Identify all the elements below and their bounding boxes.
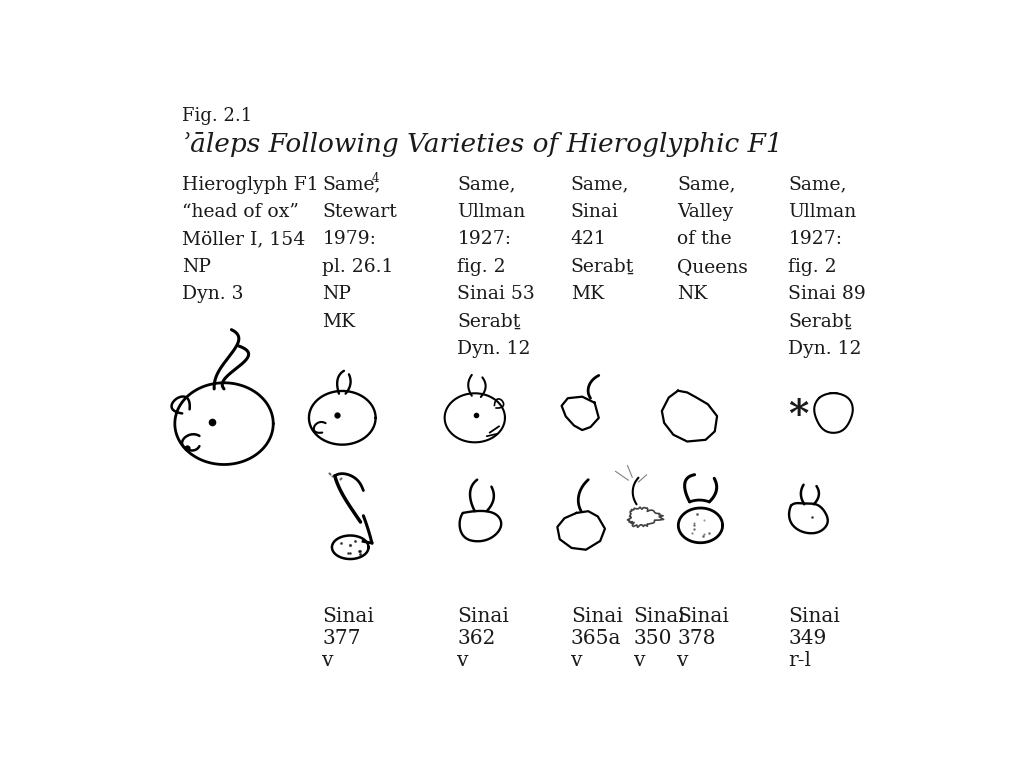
Text: v: v <box>458 650 469 669</box>
Text: Möller I, 154: Möller I, 154 <box>182 230 305 249</box>
Text: Sinai: Sinai <box>570 203 618 221</box>
Text: 378: 378 <box>677 629 716 648</box>
Text: Same,: Same, <box>458 176 516 193</box>
Text: Same,: Same, <box>677 176 735 193</box>
Text: v: v <box>323 650 334 669</box>
Text: NP: NP <box>182 258 211 276</box>
Text: NP: NP <box>323 285 351 303</box>
Text: Serabṯ: Serabṯ <box>788 313 852 330</box>
Text: r-l: r-l <box>788 650 811 669</box>
Text: fig. 2: fig. 2 <box>458 258 506 276</box>
Text: Sinai 53: Sinai 53 <box>458 285 536 303</box>
Text: Sinai: Sinai <box>570 607 623 627</box>
Text: 421: 421 <box>570 230 606 249</box>
Text: 377: 377 <box>323 629 360 648</box>
Text: Sinai: Sinai <box>677 607 729 627</box>
Text: of the: of the <box>677 230 732 249</box>
Text: pl. 26.1: pl. 26.1 <box>323 258 394 276</box>
Text: 349: 349 <box>788 629 826 648</box>
Text: Hieroglyph F1: Hieroglyph F1 <box>182 176 318 193</box>
Text: Stewart: Stewart <box>323 203 397 221</box>
Text: v: v <box>570 650 583 669</box>
Text: Dyn. 12: Dyn. 12 <box>788 340 862 359</box>
Text: 1927:: 1927: <box>458 230 511 249</box>
Text: ʾāleps Following Varieties of Hieroglyphic F1: ʾāleps Following Varieties of Hieroglyph… <box>182 132 782 157</box>
Text: 362: 362 <box>458 629 496 648</box>
Text: 1979:: 1979: <box>323 230 376 249</box>
Text: *: * <box>788 397 809 435</box>
Text: Sinai 89: Sinai 89 <box>788 285 866 303</box>
Text: NK: NK <box>677 285 708 303</box>
Text: 350: 350 <box>634 629 672 648</box>
Text: “head of ox”: “head of ox” <box>182 203 299 221</box>
Text: MK: MK <box>570 285 604 303</box>
Text: Serabṯ: Serabṯ <box>458 313 521 330</box>
Text: Ullman: Ullman <box>458 203 525 221</box>
Text: Same,: Same, <box>570 176 630 193</box>
Text: MK: MK <box>323 313 355 330</box>
Text: v: v <box>677 650 689 669</box>
Text: Dyn. 3: Dyn. 3 <box>182 285 244 303</box>
Text: Queens: Queens <box>677 258 749 276</box>
Text: Serabṯ: Serabṯ <box>570 258 634 276</box>
Text: fig. 2: fig. 2 <box>788 258 837 276</box>
Text: 4: 4 <box>372 172 379 185</box>
Text: Same,: Same, <box>323 176 381 193</box>
Text: Valley: Valley <box>677 203 733 221</box>
Text: Sinai: Sinai <box>323 607 375 627</box>
Text: Sinai: Sinai <box>458 607 509 627</box>
Text: Sinai: Sinai <box>788 607 840 627</box>
Text: Same,: Same, <box>788 176 847 193</box>
Text: Sinai: Sinai <box>634 607 685 627</box>
Text: Ullman: Ullman <box>788 203 856 221</box>
Text: v: v <box>634 650 645 669</box>
Text: Dyn. 12: Dyn. 12 <box>458 340 530 359</box>
Text: Fig. 2.1: Fig. 2.1 <box>182 108 252 125</box>
Text: 365a: 365a <box>570 629 622 648</box>
Text: 1927:: 1927: <box>788 230 843 249</box>
